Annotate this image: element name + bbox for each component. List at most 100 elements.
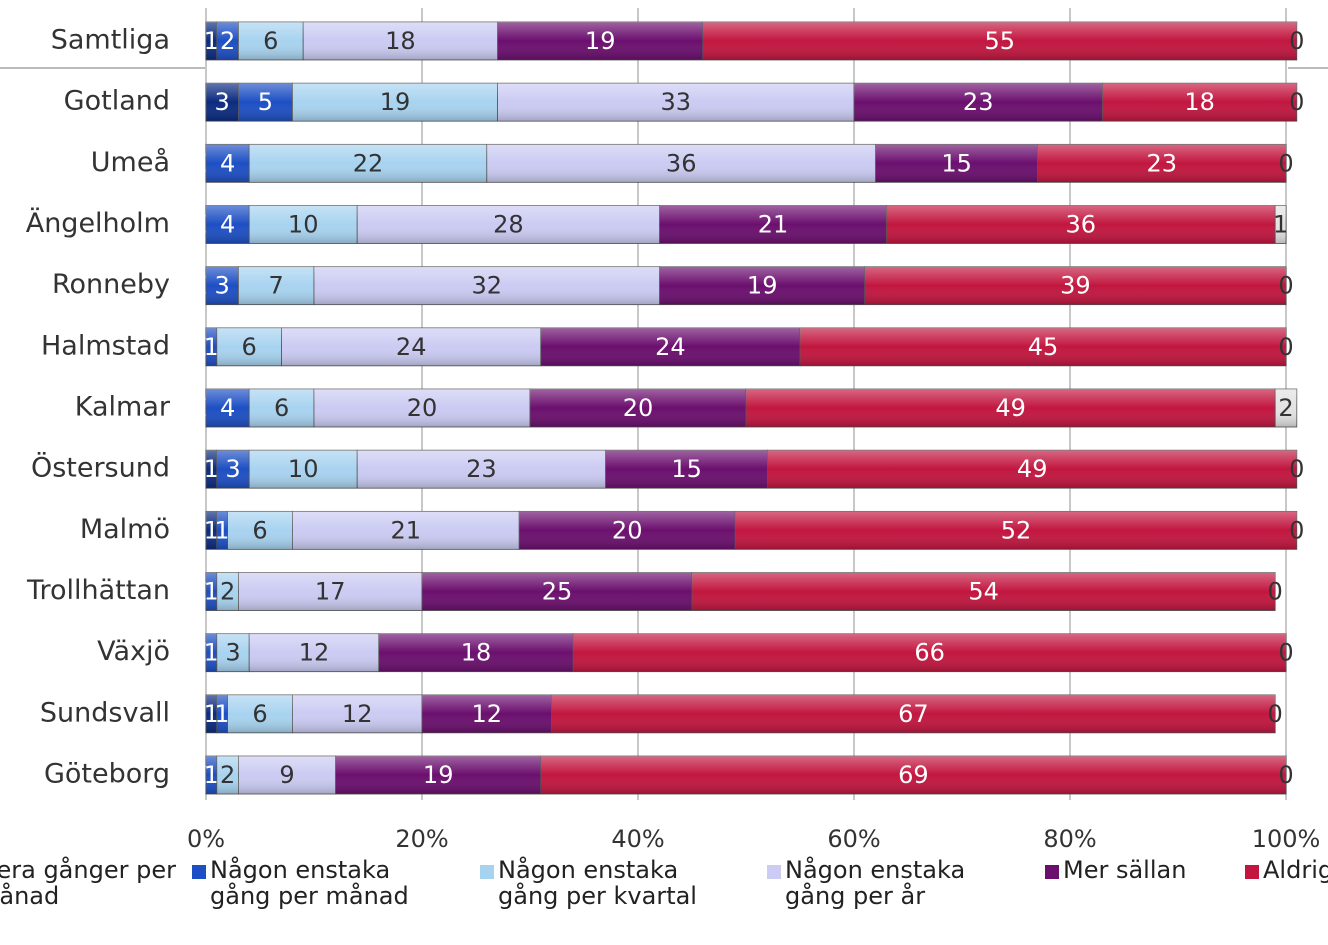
bar-shade — [303, 22, 498, 60]
data-label: 69 — [898, 761, 929, 789]
bar-shade — [216, 694, 228, 733]
x-tick-label: 20% — [395, 825, 448, 853]
data-label: 0 — [1278, 761, 1293, 789]
bar-shade — [746, 389, 1276, 428]
data-label: 0 — [1268, 700, 1283, 728]
data-label: 1 — [215, 516, 230, 544]
data-label: 9 — [279, 761, 294, 789]
bar-shade — [238, 83, 293, 122]
data-label: 21 — [391, 516, 422, 544]
data-label: 1 — [204, 700, 219, 728]
x-tick-label: 40% — [611, 825, 664, 853]
data-label: 66 — [914, 639, 945, 667]
data-label: 32 — [472, 272, 503, 300]
bar-shade — [659, 266, 865, 305]
data-label: 4 — [220, 394, 235, 422]
data-label: 21 — [758, 211, 789, 239]
data-label: 1 — [204, 761, 219, 789]
data-label: 49 — [1017, 455, 1048, 483]
data-label: 19 — [423, 761, 454, 789]
legend-swatch — [1245, 865, 1259, 879]
y-tick-label: Ronneby — [52, 269, 170, 300]
bar-shade — [206, 22, 217, 60]
data-label: 24 — [655, 333, 686, 361]
bar-shade — [249, 144, 487, 183]
bar-shade — [735, 511, 1297, 550]
data-label: 67 — [898, 700, 929, 728]
bar-shade — [216, 756, 239, 795]
data-label: 1 — [204, 27, 219, 55]
bar-shade — [692, 572, 1276, 611]
data-label: 19 — [380, 88, 411, 116]
legend-label: Aldrig — [1263, 856, 1328, 884]
data-label: 12 — [472, 700, 503, 728]
bar-shade — [357, 450, 606, 489]
data-label: 45 — [1028, 333, 1059, 361]
data-label: 6 — [252, 700, 267, 728]
bar-shade — [540, 327, 800, 366]
bar-shade — [216, 22, 239, 60]
data-label: 15 — [941, 149, 972, 177]
data-label: 0 — [1289, 88, 1304, 116]
data-label: 52 — [1001, 516, 1032, 544]
bar-shade — [249, 389, 314, 428]
bar-shade — [1275, 205, 1286, 244]
data-label: 1 — [204, 455, 219, 483]
data-label: 23 — [466, 455, 497, 483]
data-label: 1 — [204, 516, 219, 544]
y-tick-label: Göteborg — [44, 759, 170, 790]
legend-label: Någon enstaka gång per månad — [210, 856, 409, 910]
data-label: 1 — [204, 333, 219, 361]
legend-swatch — [192, 865, 206, 879]
bar-shade — [206, 694, 217, 733]
y-tick-label: Umeå — [91, 147, 170, 178]
bar-shade — [335, 756, 541, 795]
bar-shade — [519, 511, 736, 550]
data-label: 3 — [215, 272, 230, 300]
bar-shade — [1102, 83, 1297, 122]
bar-shade — [540, 756, 1286, 795]
data-label: 18 — [385, 27, 416, 55]
bar-shade — [422, 572, 692, 611]
data-label: 22 — [353, 149, 384, 177]
bar-shade — [573, 633, 1286, 672]
bar-shade — [216, 511, 228, 550]
bar-shade — [767, 450, 1297, 489]
data-label: 0 — [1278, 149, 1293, 177]
bar-shade — [659, 205, 887, 244]
bar-shade — [206, 450, 217, 489]
data-label: 3 — [225, 455, 240, 483]
data-label: 17 — [315, 578, 346, 606]
bar-shade — [206, 572, 217, 611]
data-label: 19 — [585, 27, 616, 55]
data-label: 33 — [661, 88, 692, 116]
bar-shade — [702, 22, 1297, 60]
data-label: 0 — [1289, 455, 1304, 483]
data-label: 6 — [263, 27, 278, 55]
bar-shade — [422, 694, 552, 733]
legend-label: Mer sällan — [1063, 856, 1187, 884]
bar-shade — [292, 694, 422, 733]
bar-shade — [314, 266, 660, 305]
data-label: 5 — [258, 88, 273, 116]
data-label: 49 — [995, 394, 1026, 422]
y-tick-label: Kalmar — [75, 392, 171, 423]
bar-shade — [854, 83, 1103, 122]
bar-shade — [206, 327, 217, 366]
data-label: 2 — [220, 27, 235, 55]
data-label: 7 — [269, 272, 284, 300]
data-label: 15 — [671, 455, 702, 483]
data-label: 4 — [220, 211, 235, 239]
y-tick-label: Östersund — [31, 452, 170, 484]
x-tick-label: 0% — [187, 825, 225, 853]
bar-shade — [227, 694, 293, 733]
bar-shade — [357, 205, 660, 244]
data-label: 20 — [623, 394, 654, 422]
data-label: 1 — [1273, 211, 1288, 239]
bar-shade — [497, 83, 854, 122]
data-label: 25 — [542, 578, 573, 606]
y-tick-label: Växjö — [97, 636, 170, 667]
bar-shade — [216, 572, 239, 611]
bar-shade — [206, 144, 250, 183]
